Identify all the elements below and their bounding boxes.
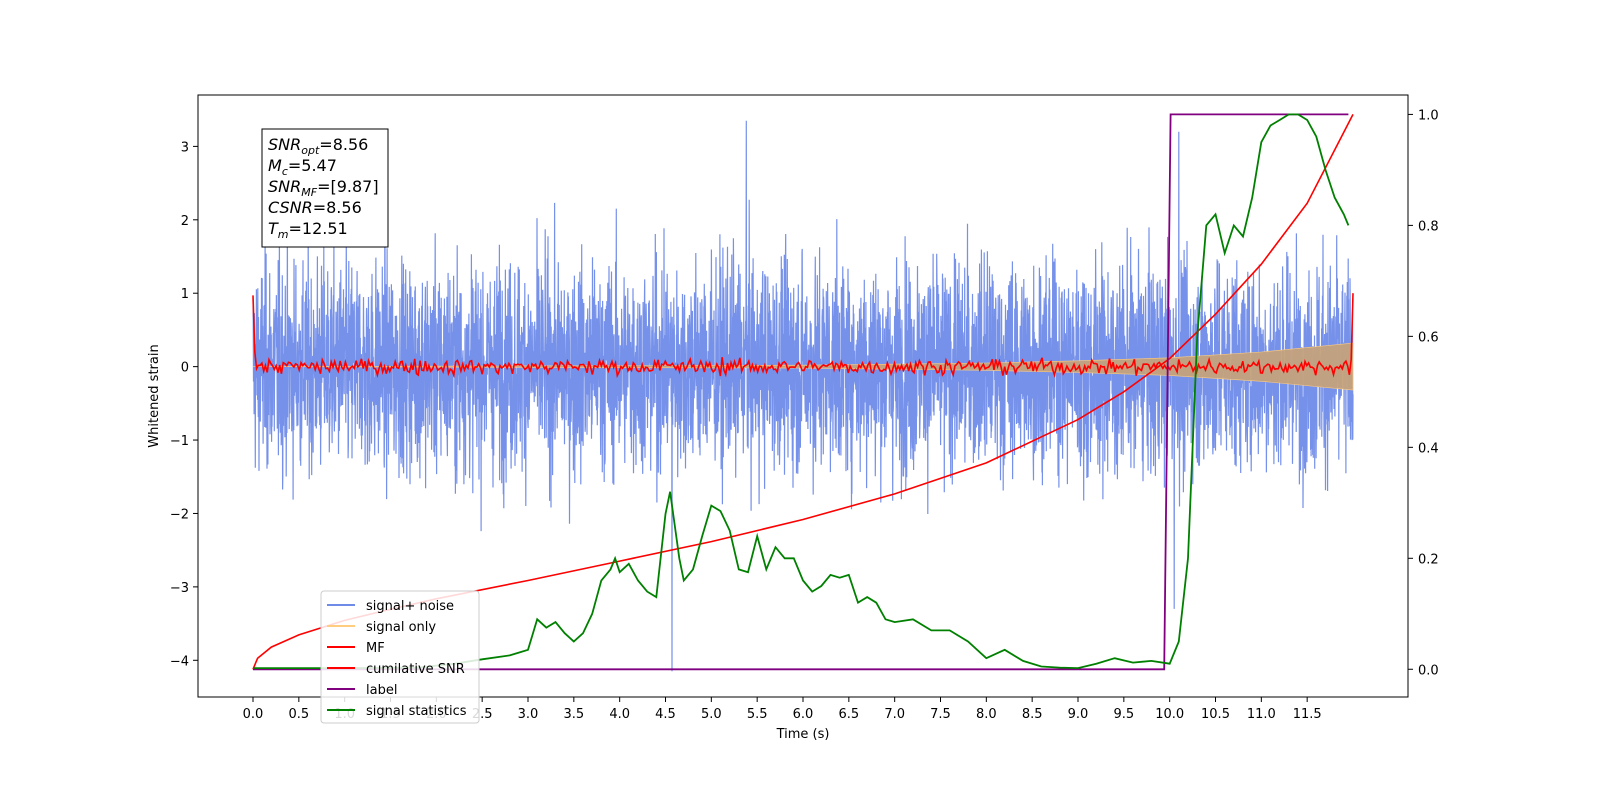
series-cumilative-snr xyxy=(252,114,1354,670)
series-signal-statistics xyxy=(253,113,1350,670)
x-tick-label: 10.0 xyxy=(1155,707,1184,722)
legend-label: cumilative SNR xyxy=(366,662,465,677)
x-tick-label: 11.0 xyxy=(1247,707,1276,722)
y-tick-label: −3 xyxy=(170,581,189,596)
legend-label: signal statistics xyxy=(366,704,467,719)
x-tick-label: 5.5 xyxy=(747,707,768,722)
y-tick-label: 0 xyxy=(181,361,189,376)
y2-tick-label: 0.2 xyxy=(1418,552,1439,567)
annotation-line: CSNR=8.56 xyxy=(268,198,362,217)
legend-label: MF xyxy=(366,641,385,656)
x-tick-label: 8.0 xyxy=(976,707,997,722)
x-tick-label: 7.5 xyxy=(930,707,951,722)
x-tick-label: 4.0 xyxy=(609,707,630,722)
y2-tick-label: 0.4 xyxy=(1418,441,1439,456)
y-axis: 3 2 1 0 −1 −2 −3 −4 xyxy=(170,140,198,669)
legend-label: signal only xyxy=(366,620,436,635)
x-tick-label: 4.5 xyxy=(655,707,676,722)
annotation-line: SNRMF=[9.87] xyxy=(268,177,379,199)
y-tick-label: −1 xyxy=(170,434,189,449)
x-tick-label: 0.0 xyxy=(243,707,264,722)
y-tick-label: 1 xyxy=(181,287,189,302)
x-tick-label: 10.5 xyxy=(1201,707,1230,722)
annotation-line: SNRopt=8.56 xyxy=(268,135,368,157)
x-axis-title: Time (s) xyxy=(776,727,830,742)
y2-tick-label: 0.8 xyxy=(1418,219,1439,234)
x-tick-label: 11.5 xyxy=(1293,707,1322,722)
x-tick-label: 0.5 xyxy=(288,707,309,722)
y2-tick-label: 0.6 xyxy=(1418,330,1439,345)
y-tick-label: 2 xyxy=(181,214,189,229)
series-signal-noise xyxy=(252,120,1354,672)
y-tick-label: 3 xyxy=(181,140,189,155)
annotation-frame xyxy=(261,128,389,248)
x-tick-label: 5.0 xyxy=(701,707,722,722)
y2-tick-label: 1.0 xyxy=(1418,108,1439,123)
y-tick-label: −4 xyxy=(170,654,189,669)
y2-tick-label: 0.0 xyxy=(1418,663,1439,678)
annotation-line: Tm=12.51 xyxy=(268,219,348,241)
x-tick-label: 8.5 xyxy=(1022,707,1043,722)
y-axis-title: Whitened strain xyxy=(147,344,162,447)
x-tick-label: 6.0 xyxy=(793,707,814,722)
series-label xyxy=(253,113,1349,671)
legend-label: signal+ noise xyxy=(366,599,454,614)
x-tick-label: 3.0 xyxy=(518,707,539,722)
x-tick-label: 6.5 xyxy=(838,707,859,722)
x-tick-label: 9.5 xyxy=(1113,707,1134,722)
series-mf xyxy=(252,293,1354,379)
legend-frame xyxy=(320,590,480,724)
y2-axis: 1.0 0.8 0.6 0.4 0.2 0.0 xyxy=(1408,108,1439,678)
legend-label: label xyxy=(366,683,397,698)
x-tick-label: 3.5 xyxy=(563,707,584,722)
x-tick-label: 7.0 xyxy=(884,707,905,722)
y-tick-label: −2 xyxy=(170,507,189,522)
x-tick-label: 9.0 xyxy=(1068,707,1089,722)
annotation-line: Mc=5.47 xyxy=(268,156,337,178)
legend: signal+ noise signal only MF cumilative SNR… xyxy=(320,590,480,724)
series-layer xyxy=(252,113,1354,672)
